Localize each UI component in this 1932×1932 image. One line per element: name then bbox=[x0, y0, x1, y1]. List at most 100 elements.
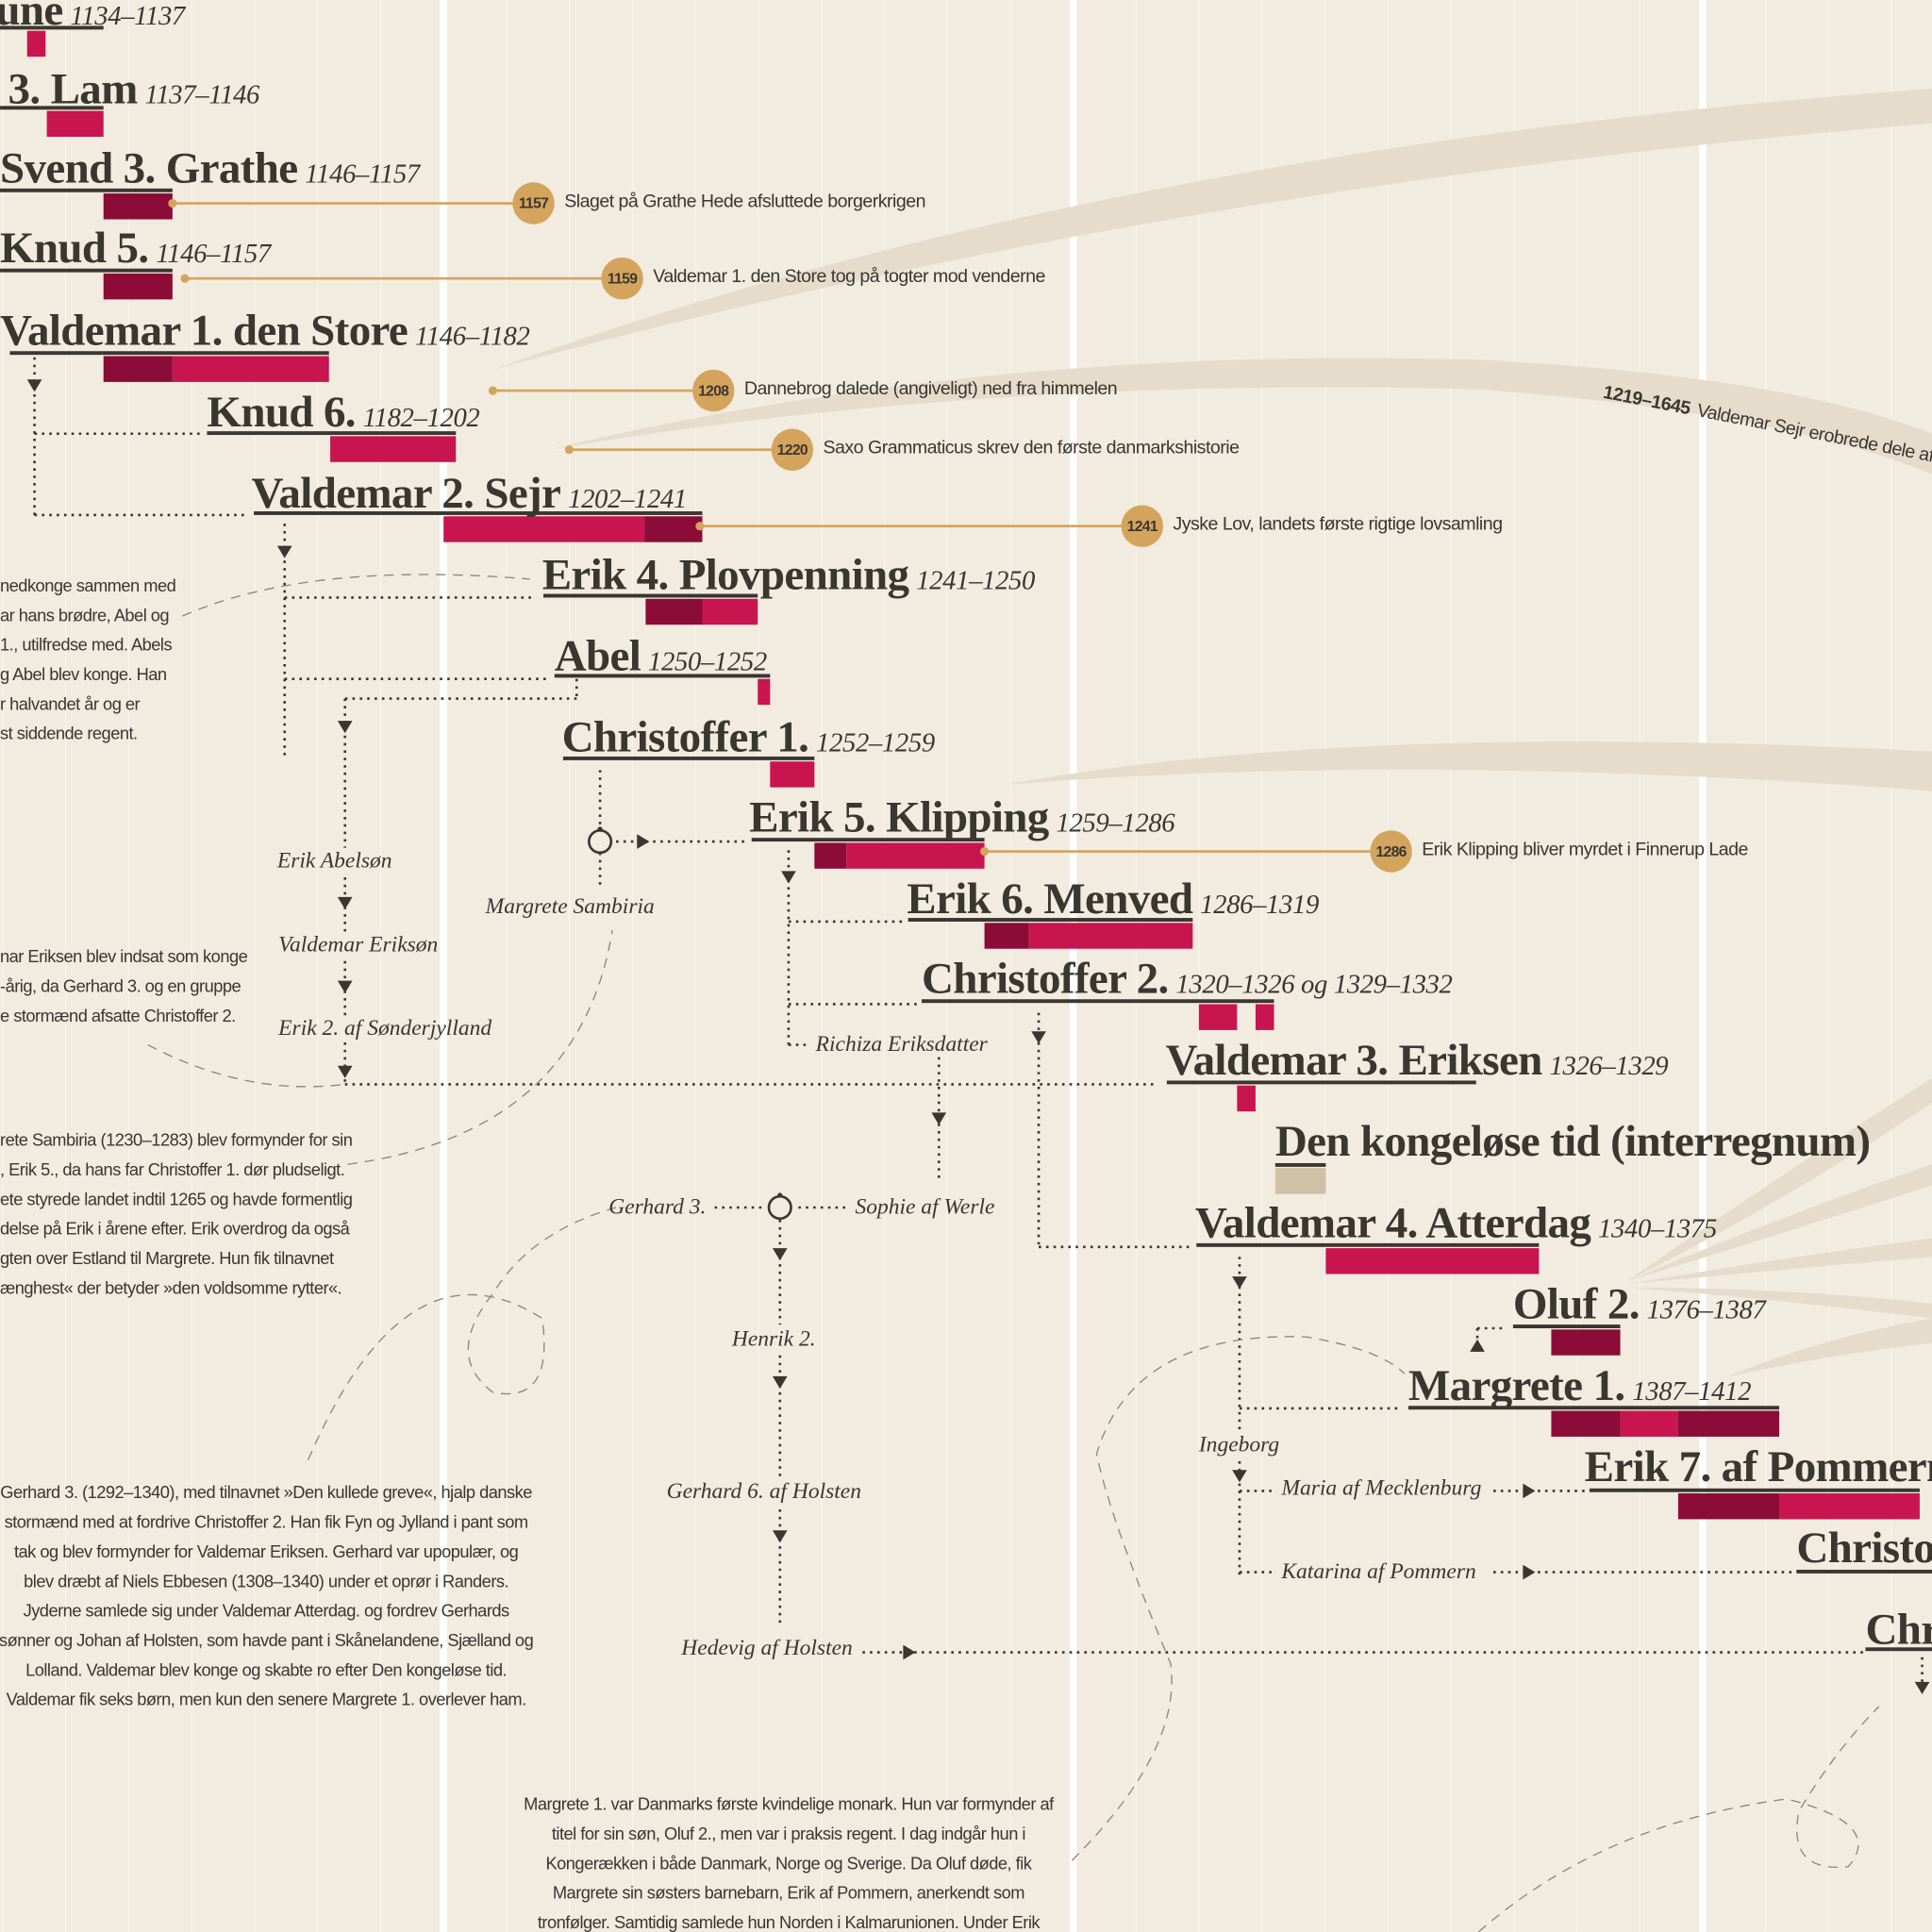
reign-bar-sole_reign bbox=[1255, 1004, 1274, 1030]
reign-bar-sole_reign bbox=[46, 110, 104, 137]
note-line: Gerhard 3. (1292–1340), med tilnavnet »D… bbox=[0, 1482, 532, 1503]
note-line: rete Sambiria (1230–1283) blev formynder… bbox=[0, 1129, 353, 1150]
king-name: Erik 7. af Pommern bbox=[1584, 1441, 1932, 1491]
note-line: , Erik 5., da hans far Christoffer 1. dø… bbox=[0, 1159, 345, 1179]
annotation-pointer-line bbox=[1071, 1336, 1406, 1861]
reign-bar-sole_reign bbox=[758, 678, 771, 706]
note-line: Kongerækken i både Danmark, Norge og Sve… bbox=[545, 1853, 1032, 1874]
king-name: Erik 3. Lam bbox=[0, 63, 138, 114]
family-member: Valdemar Eriksøn bbox=[278, 931, 439, 957]
reign-dates: 1387–1412 bbox=[1632, 1374, 1752, 1407]
marriage-ring-icon bbox=[767, 1194, 792, 1221]
king-underline bbox=[1166, 1080, 1476, 1085]
period-band-swoosh bbox=[1724, 1318, 1932, 1378]
king-name-18: Erik 7. af Pommern bbox=[1585, 1444, 1932, 1489]
king-name-20: Christian 1. bbox=[1865, 1607, 1932, 1651]
king-name-16: Oluf 2. 1376–1387 bbox=[1513, 1281, 1766, 1332]
king-name: Valdemar 3. Eriksen bbox=[1165, 1035, 1543, 1085]
decade-gridline bbox=[2, 0, 4, 1932]
king-underline bbox=[0, 25, 104, 30]
king-name-11: Erik 6. Menved 1286–1319 bbox=[907, 876, 1319, 927]
decade-gridline bbox=[1135, 0, 1138, 1932]
king-underline bbox=[554, 674, 771, 678]
arrow-down-icon bbox=[772, 1248, 788, 1261]
king-name-0: Erik 2. Emune1134–1137 bbox=[0, 0, 185, 38]
family-member: Erik Abelsøn bbox=[276, 847, 392, 873]
event-description: Erik Klipping bliver myrdet i Finnerup L… bbox=[1422, 839, 1748, 860]
arrow-right-icon bbox=[1523, 1483, 1536, 1499]
decade-gridline bbox=[379, 0, 382, 1932]
king-underline bbox=[9, 351, 329, 356]
decade-gridline bbox=[506, 0, 508, 1932]
event-year-badge: 1241 bbox=[1121, 505, 1163, 547]
note-line: blev dræbt af Niels Ebbesen (1308–1340) … bbox=[24, 1571, 509, 1591]
king-name: Margrete 1. bbox=[1407, 1359, 1625, 1410]
reign-bar-co_reign bbox=[1551, 1410, 1621, 1437]
family-member: Gerhard 6. af Holsten bbox=[666, 1478, 861, 1504]
reign-dates: 1241–1250 bbox=[916, 564, 1035, 595]
period-band-swoosh bbox=[1004, 741, 1932, 791]
note-line: titel for sin søn, Oluf 2., men var i pr… bbox=[551, 1824, 1026, 1843]
arrow-up-icon bbox=[1470, 1339, 1485, 1352]
event-description: Saxo Grammaticus skrev den første danmar… bbox=[823, 437, 1240, 458]
decade-gridline bbox=[883, 0, 886, 1932]
family-member: Ingeborg bbox=[1198, 1431, 1280, 1457]
reign-bar-sole_reign bbox=[1028, 923, 1193, 949]
king-name: Valdemar 4. Atterdag bbox=[1194, 1197, 1591, 1247]
annotation-pointer-line bbox=[307, 1207, 617, 1461]
note-line: ar hans brødre, Abel og bbox=[0, 605, 170, 625]
family-member: Richiza Eriksdatter bbox=[815, 1031, 988, 1057]
note-line: Margrete sin søsters barnebarn, Erik af … bbox=[552, 1882, 1025, 1903]
annotation-note: nar Eriksen blev indsat som konge -årig, … bbox=[0, 941, 248, 1030]
king-underline bbox=[0, 268, 173, 273]
decade-gridline bbox=[1261, 0, 1263, 1932]
marriage-ring-icon bbox=[597, 826, 603, 832]
reign-bar-co_reign bbox=[1677, 1493, 1780, 1520]
note-line: nedkonge sammen med bbox=[0, 575, 176, 595]
note-line: tak og blev formynder for Valdemar Eriks… bbox=[13, 1541, 519, 1561]
king-name: Valdemar 2. Sejr bbox=[251, 468, 561, 518]
arrow-down-icon bbox=[931, 1112, 947, 1125]
reign-dates: 1146–1157 bbox=[156, 238, 271, 269]
annotation-note: Margrete 1. var Danmarks første kvindeli… bbox=[468, 1789, 1108, 1932]
event-description: Slaget på Grathe Hede afsluttede borgerk… bbox=[564, 191, 925, 212]
reign-bar-interregnum bbox=[1274, 1168, 1326, 1194]
note-line: sønner og Johan af Holsten, som havde pa… bbox=[0, 1629, 534, 1650]
king-name-7: Erik 4. Plovpenning 1241–1250 bbox=[542, 552, 1036, 603]
decade-gridline bbox=[1450, 0, 1452, 1932]
arrow-down-icon bbox=[26, 379, 42, 392]
century-gridline bbox=[1069, 0, 1077, 1932]
reign-bar-sole_reign bbox=[1779, 1493, 1920, 1520]
event-year-badge: 1157 bbox=[512, 182, 555, 225]
reign-dates: 1259–1286 bbox=[1056, 807, 1175, 839]
king-underline bbox=[562, 756, 815, 760]
reign-bar-sole_reign bbox=[330, 436, 457, 462]
king-name: Abel bbox=[554, 630, 641, 680]
king-name: Den kongeløse tid (interregnum) bbox=[1274, 1116, 1871, 1166]
event-anchor-dot bbox=[695, 522, 705, 531]
king-name-3: Knud 5. 1146–1157 bbox=[0, 225, 271, 276]
family-member: Margrete Sambiria bbox=[485, 892, 655, 919]
marriage-ring-icon bbox=[588, 829, 613, 855]
event-anchor-dot bbox=[564, 445, 574, 455]
reign-dates: 1326–1329 bbox=[1549, 1049, 1669, 1081]
reign-dates: 1202–1241 bbox=[568, 482, 687, 514]
reign-bar-co_reign bbox=[644, 516, 703, 542]
king-name-15: Valdemar 4. Atterdag 1340–1375 bbox=[1195, 1200, 1717, 1251]
decade-gridline bbox=[569, 0, 571, 1932]
king-name: Christoffer 3. af Bayern bbox=[1796, 1523, 1932, 1573]
event-description: Dannebrog dalede (angiveligt) ned fra hi… bbox=[743, 377, 1118, 400]
note-line: Valdemar fik seks børn, men kun den sene… bbox=[6, 1689, 527, 1709]
king-name: Knud 5. bbox=[0, 223, 149, 273]
king-underline bbox=[207, 431, 457, 436]
family-member: Maria af Mecklenburg bbox=[1281, 1474, 1482, 1500]
king-name-9: Christoffer 1. 1252–1259 bbox=[562, 715, 936, 766]
king-underline bbox=[254, 511, 703, 515]
reign-bar-co_reign bbox=[103, 193, 173, 220]
king-name: Knud 6. bbox=[207, 387, 356, 437]
king-name-10: Erik 5. Klipping 1259–1286 bbox=[749, 794, 1175, 845]
annotation-note: nedkonge sammen med ar hans brødre, Abel … bbox=[0, 571, 176, 748]
